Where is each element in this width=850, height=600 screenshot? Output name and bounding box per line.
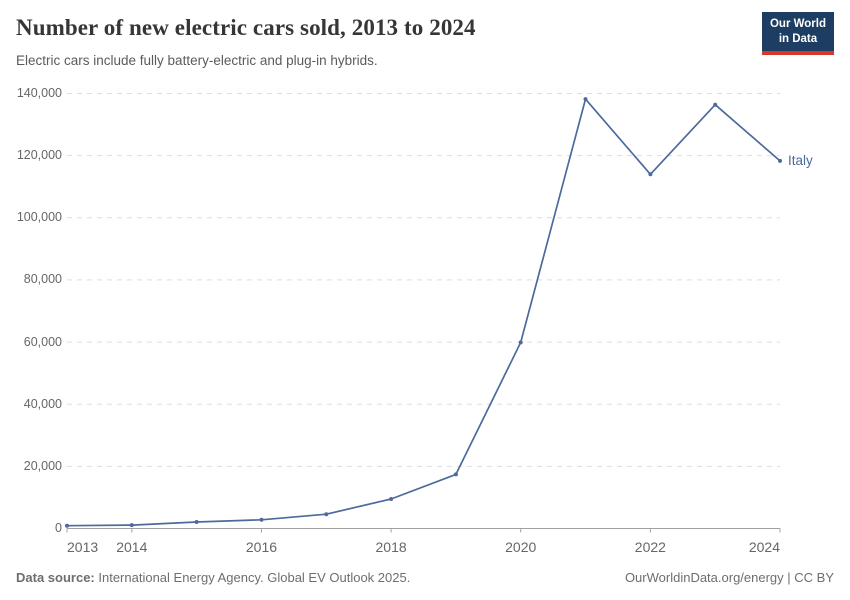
data-point[interactable] xyxy=(194,520,199,524)
data-point[interactable] xyxy=(648,172,653,177)
y-axis-tick-label: 100,000 xyxy=(16,210,62,225)
chart-footer: Data source: International Energy Agency… xyxy=(16,570,834,585)
y-axis-tick-label: 80,000 xyxy=(23,272,62,287)
y-axis-tick-label: 140,000 xyxy=(16,86,62,100)
x-axis-tick-label: 2024 xyxy=(748,538,780,555)
y-axis-tick-label: 40,000 xyxy=(23,396,62,411)
data-point[interactable] xyxy=(518,340,523,345)
chart-subtitle: Electric cars include fully battery-elec… xyxy=(16,53,378,68)
owid-logo[interactable]: Our World in Data xyxy=(761,12,834,55)
x-axis-tick-label: 2016 xyxy=(245,538,278,555)
y-axis-tick-label: 60,000 xyxy=(23,334,62,349)
data-point[interactable] xyxy=(259,517,264,522)
x-axis-tick-label: 2020 xyxy=(505,538,537,555)
x-axis-tick-label: 2022 xyxy=(634,538,666,555)
data-source-label: Data source: xyxy=(16,570,95,585)
owid-logo-line1: Our World xyxy=(769,18,826,30)
x-axis-tick-label: 2018 xyxy=(375,538,407,555)
series-label-italy[interactable]: Italy xyxy=(788,152,813,168)
page-title: Number of new electric cars sold, 2013 t… xyxy=(16,15,476,40)
y-axis-tick-label: 120,000 xyxy=(16,148,62,163)
series-line-italy[interactable] xyxy=(66,98,781,527)
y-axis-tick-label: 20,000 xyxy=(23,458,62,473)
owid-license-link[interactable]: OurWorldinData.org/energy | CC BY xyxy=(624,570,834,585)
data-source-note: Data source: International Energy Agency… xyxy=(16,570,410,585)
data-point[interactable] xyxy=(129,523,134,528)
data-point[interactable] xyxy=(583,97,588,102)
data-point[interactable] xyxy=(713,102,718,107)
data-point[interactable] xyxy=(389,497,394,501)
data-source-text: International Energy Agency. Global EV O… xyxy=(94,570,411,585)
data-point[interactable] xyxy=(324,512,329,517)
owid-logo-line2: in Data xyxy=(778,32,818,45)
x-axis-tick-label: 2013 xyxy=(67,538,99,555)
x-axis-tick-label: 2014 xyxy=(116,538,148,555)
y-axis-tick-label: 0 xyxy=(55,521,62,535)
data-point[interactable] xyxy=(453,472,458,477)
data-point[interactable] xyxy=(65,523,69,528)
data-point[interactable] xyxy=(778,158,782,163)
